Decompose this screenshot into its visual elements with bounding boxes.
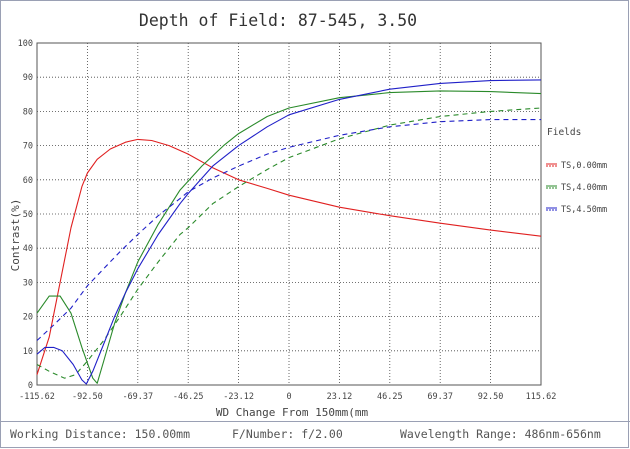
series-line-tangential — [36, 90, 542, 384]
f-number-text: F/Number: f/2.00 — [232, 427, 343, 441]
series-line-sagittal — [36, 119, 541, 341]
x-tick-label: -69.37 — [122, 392, 153, 402]
legend-title: Fields — [547, 127, 581, 138]
y-tick-label: 70 — [23, 142, 33, 152]
x-tick-label: 69.37 — [427, 392, 453, 402]
legend-label: TS,4.00mm — [561, 183, 607, 193]
chart: Depth of Field: 87-545, 3.50 -115.62 -92.… — [9, 11, 607, 419]
x-tick-label: -46.25 — [173, 392, 204, 402]
y-axis-label: Contrast(%) — [9, 199, 22, 272]
y-tick-label: 60 — [23, 176, 33, 186]
x-tick-label: -115.62 — [19, 392, 55, 402]
x-axis-label: WD Change From 150mm(mm — [216, 406, 369, 419]
series-lines — [36, 79, 542, 385]
plot-area — [36, 42, 542, 386]
x-tick-label: 46.25 — [377, 392, 403, 402]
x-tick-label: 0 — [286, 392, 291, 402]
series-line-tangential — [36, 79, 542, 385]
y-tick-label: 50 — [23, 210, 33, 220]
y-tick-label: 20 — [23, 313, 33, 323]
tick-labels: -115.62 -92.50 -69.37 -46.25 -23.12 0 23.12 46.… — [18, 39, 557, 402]
y-tick-label: 0 — [28, 381, 33, 391]
x-tick-label: 23.12 — [327, 392, 353, 402]
y-tick-label: 90 — [23, 73, 33, 83]
legend: Fields TS,0.00mm TS,4.00mm TS,4.50mm — [546, 127, 607, 215]
x-tick-label: -23.12 — [223, 392, 254, 402]
series-line-tangential — [36, 138, 542, 375]
x-tick-label: 92.50 — [478, 392, 504, 402]
y-tick-label: 10 — [23, 347, 33, 357]
x-tick-label: 115.62 — [526, 392, 557, 402]
y-tick-label: 40 — [23, 244, 33, 254]
footer-divider — [0, 421, 630, 422]
legend-label: TS,4.50mm — [561, 205, 607, 215]
x-tick-label: -92.50 — [72, 392, 103, 402]
grid — [37, 43, 541, 385]
chart-title: Depth of Field: 87-545, 3.50 — [139, 11, 417, 30]
y-tick-label: 100 — [18, 39, 33, 49]
y-tick-label: 30 — [23, 278, 33, 288]
y-tick-label: 80 — [23, 107, 33, 117]
wavelength-range-text: Wavelength Range: 486nm-656nm — [400, 427, 601, 441]
legend-label: TS,0.00mm — [561, 161, 607, 171]
working-distance-text: Working Distance: 150.00mm — [10, 427, 191, 441]
